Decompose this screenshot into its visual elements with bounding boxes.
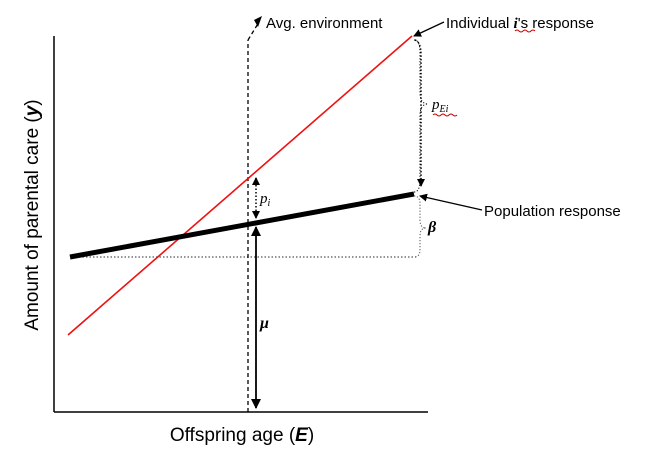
p-Ei-arrow [414,39,425,187]
individual-response-line [67,35,413,336]
individual-response-prefix: Individual [446,15,514,32]
beta-label: β [427,219,437,236]
p-Ei-label: pEi [431,97,449,115]
avg-environment-arrowhead [254,16,262,27]
population-response-pointer [419,193,483,211]
individual-response-symbol: i [514,16,519,32]
individual-response-suffix: 's response [518,15,594,32]
avg-environment-label: Avg. environment [266,15,383,32]
individual-response-label: Individual i's response [446,15,594,32]
x-axis-label: Offspring age (E) [170,425,314,446]
spellcheck-squiggle [514,29,536,33]
x-axis-label-prefix: Offspring age ( [170,425,296,446]
p-Ei-base: p [431,97,440,113]
p-i-label: pi [259,191,271,209]
p-i-base: p [259,191,268,207]
x-axis-label-symbol: E [295,425,309,446]
individual-response-pointer [413,21,445,37]
y-axis-label: Amount of parental care (y) [22,99,43,330]
p-Ei-sub: Ei [439,104,449,115]
y-axis-label-prefix: Amount of parental care ( [22,116,43,331]
population-response-label: Population response [484,203,621,220]
x-axis-label-suffix: ) [308,425,314,446]
p-Ei-squiggle [432,113,458,117]
p-Ei-brace [413,39,429,193]
beta-brace [413,195,427,258]
y-axis-label-suffix: ) [22,99,43,105]
p-i-sub: i [268,198,271,209]
y-axis-label-symbol: y [22,104,43,117]
mu-label: μ [259,315,269,332]
population-response-line [69,191,415,260]
